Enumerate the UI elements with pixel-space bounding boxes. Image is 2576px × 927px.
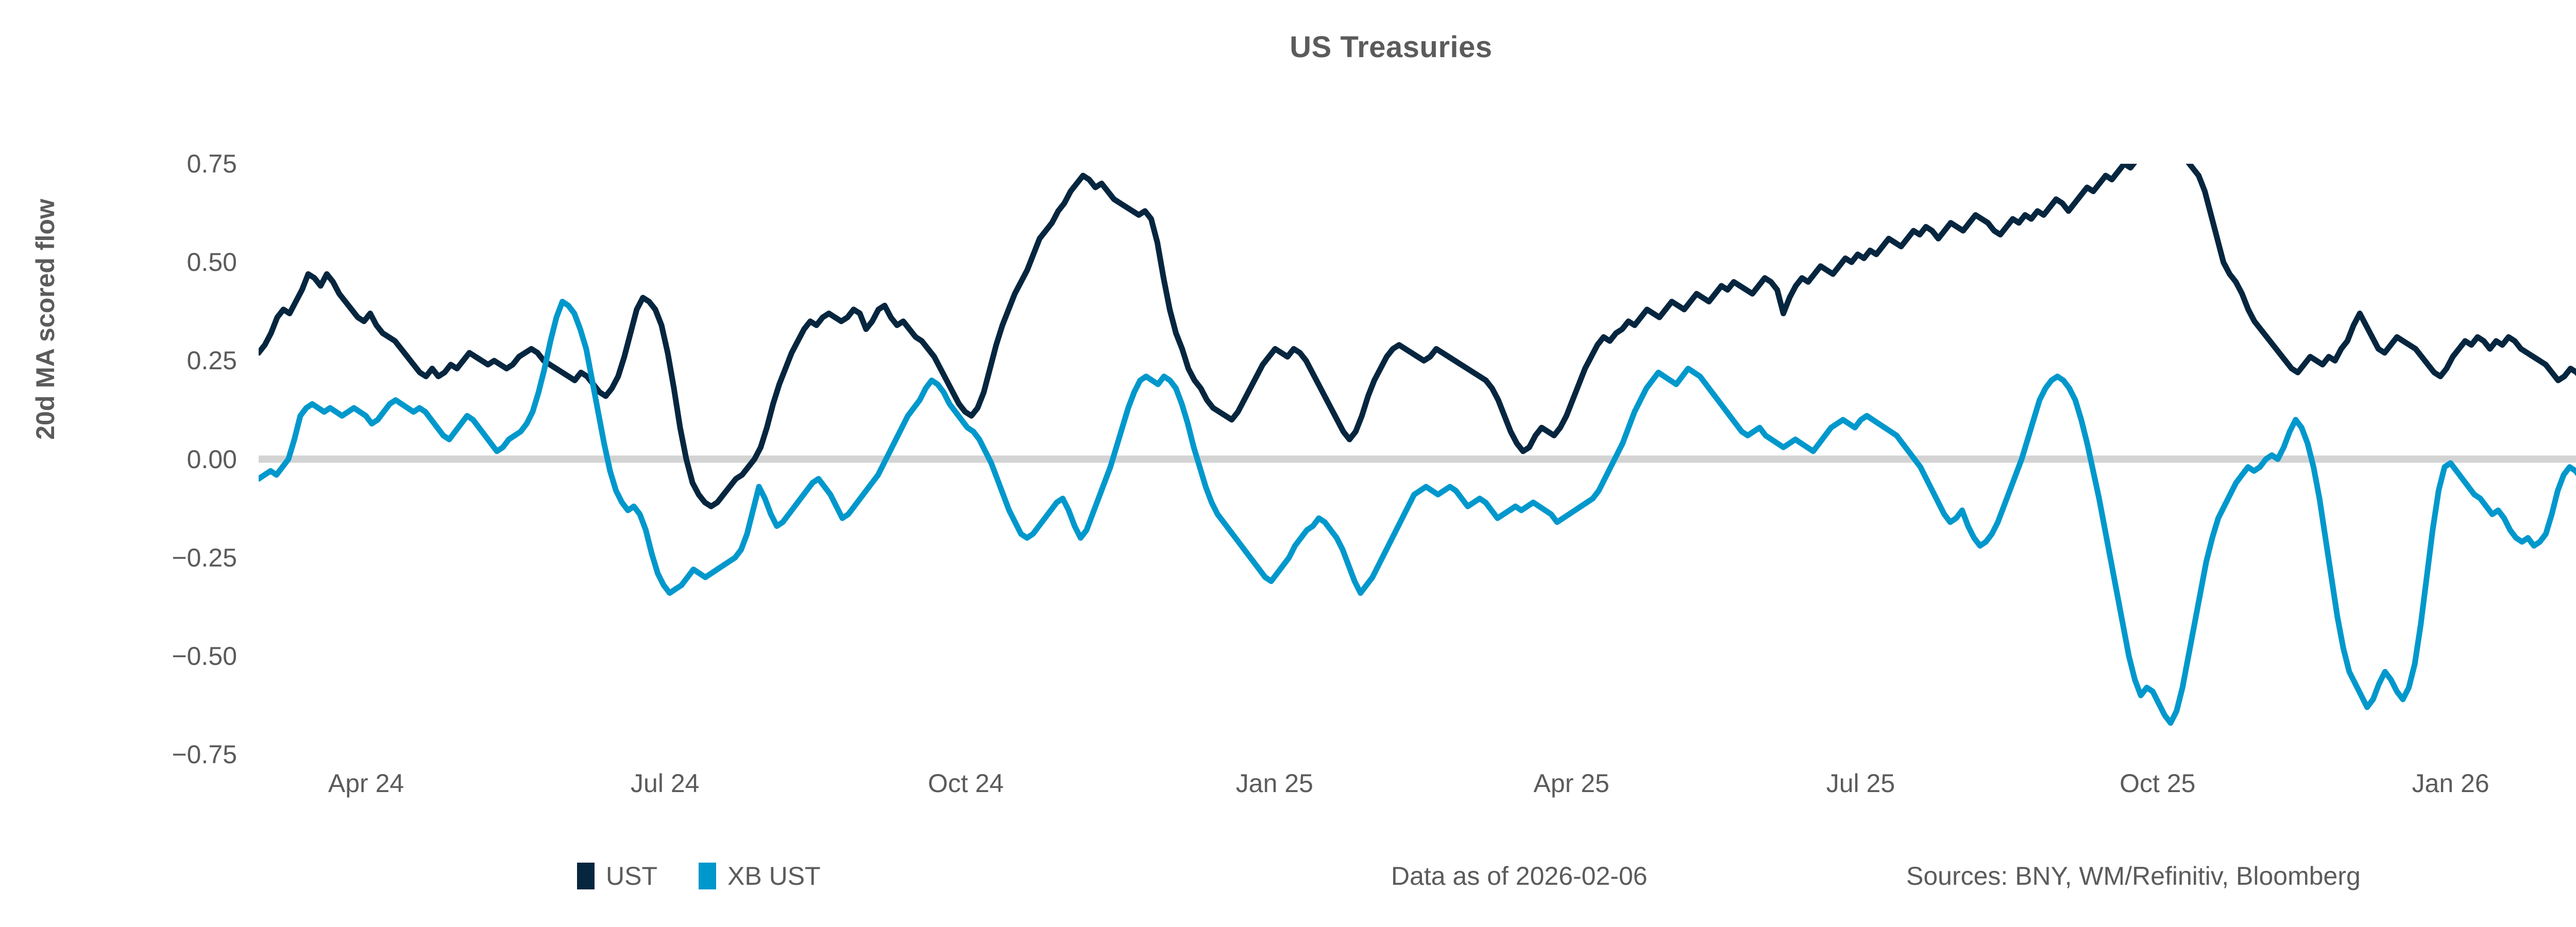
y-tick-label: 0.50 bbox=[187, 248, 237, 277]
legend-label-ust: UST bbox=[606, 862, 657, 890]
y-axis-label: 20d MA scored flow bbox=[25, 36, 66, 603]
line-chart-svg bbox=[259, 164, 2576, 726]
y-tick-label: −0.25 bbox=[172, 543, 237, 572]
chart-legend: UST XB UST bbox=[577, 861, 821, 891]
x-tick-label: Jul 24 bbox=[631, 769, 700, 798]
y-tick-label: −0.75 bbox=[172, 740, 237, 769]
page-title: US Treasuries bbox=[1290, 30, 1493, 64]
legend-swatch-ust bbox=[577, 863, 595, 889]
x-tick-label: Jul 25 bbox=[1826, 769, 1895, 798]
y-tick-label: 0.75 bbox=[187, 149, 237, 178]
plot-area bbox=[259, 164, 2576, 754]
x-tick-label: Apr 24 bbox=[328, 769, 404, 798]
legend-swatch-xb-ust bbox=[699, 863, 716, 889]
y-tick-label: 0.00 bbox=[187, 444, 237, 474]
series-line-ust bbox=[259, 164, 2576, 509]
x-tick-label: Jan 26 bbox=[2412, 769, 2489, 798]
x-tick-label: Oct 25 bbox=[2120, 769, 2196, 798]
data-as-of-note: Data as of 2026-02-06 bbox=[1391, 862, 1648, 890]
legend-label-xb-ust: XB UST bbox=[727, 862, 821, 890]
sources-note: Sources: BNY, WM/Refinitiv, Bloomberg bbox=[1906, 862, 2361, 890]
legend-item-xb-ust[interactable]: XB UST bbox=[699, 861, 821, 891]
series-line-xb-ust bbox=[259, 299, 2576, 726]
x-tick-label: Jan 25 bbox=[1235, 769, 1313, 798]
y-tick-label: −0.50 bbox=[172, 641, 237, 671]
x-tick-label: Apr 25 bbox=[1533, 769, 1609, 798]
x-tick-label: Oct 24 bbox=[928, 769, 1004, 798]
y-tick-label: 0.25 bbox=[187, 346, 237, 375]
y-axis-label-text: 20d MA scored flow bbox=[31, 199, 60, 440]
legend-item-ust[interactable]: UST bbox=[577, 861, 657, 891]
